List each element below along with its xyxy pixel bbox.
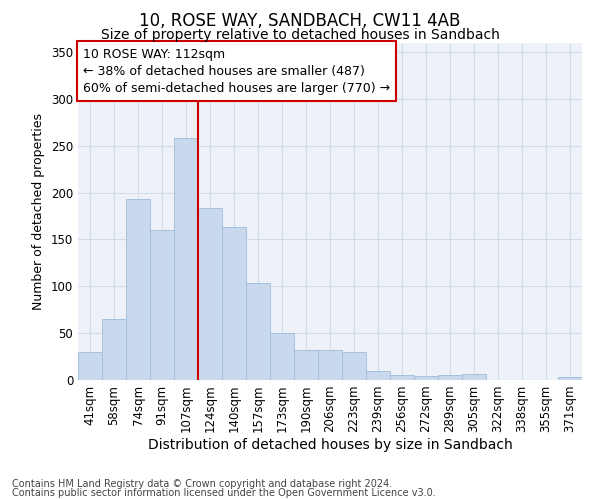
Text: 10, ROSE WAY, SANDBACH, CW11 4AB: 10, ROSE WAY, SANDBACH, CW11 4AB: [139, 12, 461, 30]
Bar: [462, 374, 486, 380]
Bar: [318, 350, 342, 380]
Text: Size of property relative to detached houses in Sandbach: Size of property relative to detached ho…: [101, 28, 499, 42]
Bar: [126, 199, 150, 380]
Bar: [78, 352, 102, 380]
Bar: [558, 377, 582, 380]
Y-axis label: Number of detached properties: Number of detached properties: [32, 113, 46, 310]
Bar: [198, 208, 222, 380]
X-axis label: Distribution of detached houses by size in Sandbach: Distribution of detached houses by size …: [148, 438, 512, 452]
Bar: [150, 230, 174, 380]
Bar: [414, 376, 438, 380]
Bar: [438, 376, 462, 380]
Bar: [294, 350, 318, 380]
Text: 10 ROSE WAY: 112sqm
← 38% of detached houses are smaller (487)
60% of semi-detac: 10 ROSE WAY: 112sqm ← 38% of detached ho…: [83, 48, 390, 94]
Bar: [390, 376, 414, 380]
Text: Contains public sector information licensed under the Open Government Licence v3: Contains public sector information licen…: [12, 488, 436, 498]
Bar: [222, 227, 246, 380]
Bar: [174, 138, 198, 380]
Text: Contains HM Land Registry data © Crown copyright and database right 2024.: Contains HM Land Registry data © Crown c…: [12, 479, 392, 489]
Bar: [366, 370, 390, 380]
Bar: [342, 352, 366, 380]
Bar: [246, 284, 270, 380]
Bar: [270, 333, 294, 380]
Bar: [102, 319, 126, 380]
